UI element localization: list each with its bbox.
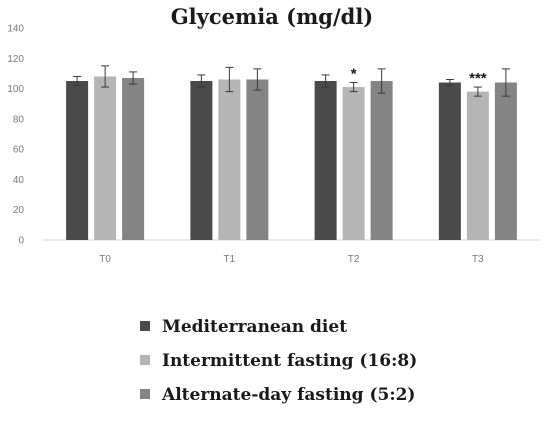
significance-marker: ***	[469, 70, 487, 87]
y-tick-label: 20	[13, 205, 25, 216]
legend-swatch	[140, 389, 150, 399]
bar	[218, 79, 241, 240]
bar	[94, 76, 117, 240]
y-axis-ticks: 0 20 40 60 80 100 120 140	[7, 24, 24, 247]
x-axis-ticks: T0 T1 T2 T3	[99, 254, 484, 265]
y-tick-label: 0	[18, 236, 24, 247]
bar	[342, 87, 365, 240]
y-tick-label: 140	[7, 24, 24, 35]
bar	[494, 82, 517, 240]
bars-group	[66, 65, 517, 240]
x-tick-label: T3	[472, 254, 484, 265]
y-tick-label: 40	[13, 175, 25, 186]
significance-marker: *	[351, 66, 357, 83]
bar	[190, 81, 213, 240]
y-tick-label: 120	[7, 54, 24, 65]
x-tick-label: T0	[99, 254, 111, 265]
legend-swatch	[140, 321, 150, 331]
legend: Mediterranean diet Intermittent fasting (…	[140, 317, 417, 405]
legend-label: Alternate-day fasting (5:2)	[161, 385, 415, 405]
bar	[466, 91, 489, 240]
bar	[246, 79, 269, 240]
bar	[370, 81, 393, 240]
x-tick-label: T2	[348, 254, 360, 265]
x-tick-label: T1	[224, 254, 236, 265]
y-tick-label: 100	[7, 84, 24, 95]
legend-label: Intermittent fasting (16:8)	[162, 351, 417, 371]
bar	[122, 77, 145, 240]
legend-label: Mediterranean diet	[162, 317, 347, 337]
bar	[314, 81, 337, 240]
y-tick-label: 80	[13, 114, 25, 125]
chart-title: Glycemia (mg/dl)	[171, 4, 373, 29]
legend-swatch	[140, 355, 150, 365]
y-tick-label: 60	[13, 145, 25, 156]
bar	[438, 82, 461, 240]
significance-annotations: * ***	[351, 66, 487, 88]
bar	[66, 81, 89, 240]
